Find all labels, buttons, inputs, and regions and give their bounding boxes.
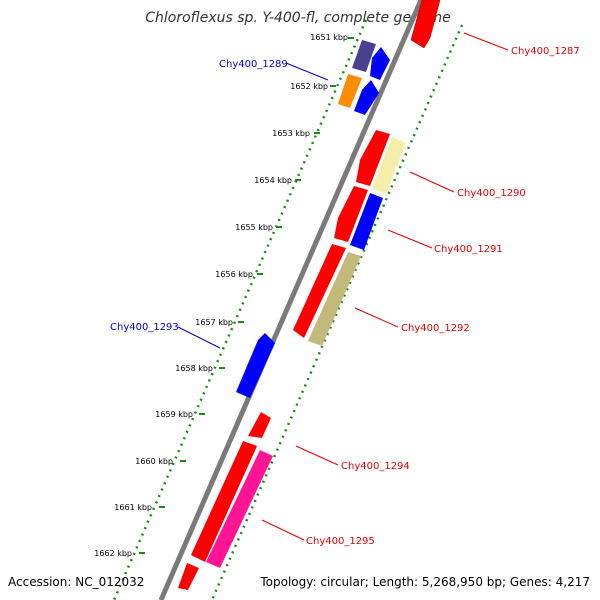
gene-arrow-chy400-1287[interactable] (410, 0, 441, 49)
genome-title: Chloroflexus sp. Y-400-fl, complete geno… (145, 10, 451, 26)
gene-arrow-red-3[interactable] (293, 244, 346, 338)
tick-label: 1659 kbp (155, 410, 193, 419)
tick-label: 1651 kbp (310, 33, 348, 42)
tick-label: 1662 kbp (94, 549, 132, 558)
gene-arrow-purple[interactable] (352, 40, 376, 72)
leader-line (261, 519, 305, 541)
tick-label: 1660 kbp (135, 457, 173, 466)
gene-label[interactable]: Chy400_1292 (401, 323, 470, 334)
tick-labels: 1651 kbp 1652 kbp 1653 kbp 1654 kbp 1655… (94, 33, 348, 558)
genome-backbone (158, 0, 424, 600)
gene-label[interactable]: Chy400_1291 (434, 244, 503, 255)
gene-arrow-red-5[interactable] (178, 563, 199, 590)
gene-arrow-chy400-1293[interactable] (236, 333, 275, 398)
leader-line (387, 229, 433, 249)
gene-arrow-chy400-1294[interactable] (248, 412, 271, 438)
tick-ring-left (112, 19, 368, 600)
leader-line (463, 32, 509, 51)
tick-label: 1654 kbp (254, 176, 292, 185)
gene-label[interactable]: Chy400_1287 (511, 46, 580, 57)
genes (178, 0, 441, 590)
gene-arrow-red-2[interactable] (334, 186, 368, 242)
gene-arrow-blue[interactable] (370, 47, 390, 80)
gene-label[interactable]: Chy400_1289 (219, 59, 288, 70)
gene-labels: Chy400_1287 Chy400_1289 Chy400_1290 Chy4… (110, 46, 580, 547)
gene-arrow-red-4[interactable] (191, 441, 257, 562)
leader-line (295, 445, 339, 466)
tick-marks (139, 37, 354, 554)
leader-line (354, 307, 399, 328)
tick-ring-right (210, 24, 464, 600)
gene-label[interactable]: Chy400_1293 (110, 322, 179, 333)
gene-label[interactable]: Chy400_1294 (341, 461, 410, 472)
tick-label: 1653 kbp (272, 129, 310, 138)
leader-line (177, 326, 221, 349)
gene-arrow-red[interactable] (356, 130, 390, 186)
gene-arrow-chy400-1295[interactable] (206, 450, 273, 568)
gene-arrow-chy400-1290[interactable] (372, 137, 406, 194)
leader-line (285, 62, 329, 81)
gene-label[interactable]: Chy400_1290 (457, 188, 526, 199)
topology-text: Topology: circular; Length: 5,268,950 bp… (259, 575, 590, 589)
leader-lines (177, 32, 509, 541)
accession-text: Accession: NC_012032 (8, 575, 144, 589)
tick-label: 1652 kbp (290, 82, 328, 91)
tick-label: 1655 kbp (235, 223, 273, 232)
tick-label: 1658 kbp (175, 364, 213, 373)
tick-label: 1656 kbp (215, 270, 253, 279)
tick-label: 1661 kbp (114, 503, 152, 512)
gene-arrow-chy400-1292[interactable] (308, 252, 361, 346)
leader-line (409, 171, 455, 193)
gene-label[interactable]: Chy400_1295 (306, 536, 375, 547)
gene-arrow-blue-2[interactable] (354, 80, 379, 115)
tick-label: 1657 kbp (195, 318, 233, 327)
gene-arrow-chy400-1289[interactable] (338, 74, 362, 108)
gene-arrow-chy400-1291[interactable] (350, 193, 383, 250)
